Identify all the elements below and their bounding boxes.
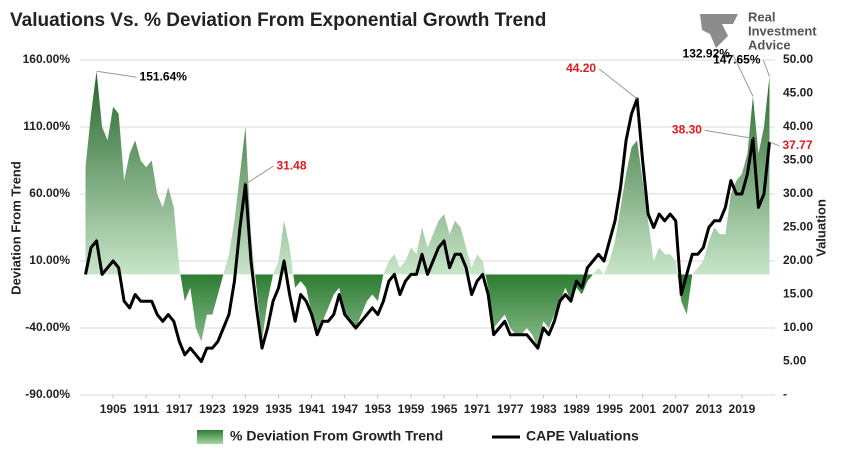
y2-tick-label: 45.00 bbox=[783, 86, 813, 100]
y2-tick-label: 20.00 bbox=[783, 253, 813, 267]
legend-label: CAPE Valuations bbox=[526, 428, 639, 444]
annotation-leader bbox=[245, 165, 274, 185]
y-tick-label: 60.00% bbox=[29, 186, 70, 200]
y-axis-label: Deviation From Trend bbox=[8, 161, 23, 295]
annotation-label: 37.77 bbox=[782, 138, 812, 152]
x-tick-label: 1911 bbox=[133, 402, 159, 416]
y2-tick-label: 50.00 bbox=[783, 52, 813, 66]
x-tick-label: 1947 bbox=[331, 402, 358, 416]
x-tick-label: 1959 bbox=[398, 402, 425, 416]
y2-tick-label: 5.00 bbox=[783, 354, 807, 368]
y2-tick-label: 15.00 bbox=[783, 287, 813, 301]
y2-axis-label: Valuation bbox=[813, 199, 828, 257]
x-tick-label: 1977 bbox=[497, 402, 524, 416]
y2-tick-label: - bbox=[783, 387, 787, 401]
logo: Real Investment Advice bbox=[700, 9, 817, 52]
annotation-label: 44.20 bbox=[566, 61, 596, 75]
x-tick-label: 1995 bbox=[596, 402, 623, 416]
logo-icon bbox=[700, 14, 738, 48]
x-tick-label: 1929 bbox=[232, 402, 259, 416]
legend-swatch bbox=[197, 430, 223, 444]
x-tick-label: 1965 bbox=[431, 402, 458, 416]
annotation-leader bbox=[769, 141, 780, 147]
annotation-label: 147.65% bbox=[713, 53, 761, 67]
chart-title: Valuations Vs. % Deviation From Exponent… bbox=[10, 10, 546, 31]
deviation-area bbox=[85, 71, 770, 349]
annotation-label: 31.48 bbox=[276, 158, 306, 172]
logo-text: Real bbox=[748, 9, 775, 24]
y-tick-label: -40.00% bbox=[25, 320, 70, 334]
x-tick-label: 1971 bbox=[464, 402, 491, 416]
y2-tick-label: 10.00 bbox=[783, 320, 813, 334]
annotation-label: 38.30 bbox=[672, 123, 702, 137]
annotation-leader bbox=[732, 54, 754, 97]
x-tick-label: 2019 bbox=[729, 402, 756, 416]
x-tick-label: 1989 bbox=[563, 402, 590, 416]
annotation-leader bbox=[763, 60, 770, 77]
legend-label: % Deviation From Growth Trend bbox=[230, 428, 443, 444]
x-tick-label: 2001 bbox=[629, 402, 656, 416]
x-tick-label: 2013 bbox=[695, 402, 722, 416]
x-tick-label: 2007 bbox=[662, 402, 689, 416]
logo-text: Advice bbox=[748, 37, 791, 52]
cape-line bbox=[84, 97, 771, 363]
grid bbox=[80, 59, 775, 396]
annotation-label: 151.64% bbox=[140, 69, 188, 83]
annotation-leader bbox=[96, 70, 137, 78]
x-tick-label: 1953 bbox=[365, 402, 392, 416]
x-tick-label: 1935 bbox=[265, 402, 292, 416]
y2-tick-label: 35.00 bbox=[783, 153, 813, 167]
x-tick-label: 1905 bbox=[100, 402, 127, 416]
x-tick-label: 1923 bbox=[199, 402, 226, 416]
y2-tick-label: 25.00 bbox=[783, 220, 813, 234]
logo-text: Investment bbox=[748, 23, 817, 38]
annotation-leader bbox=[598, 68, 638, 100]
y-tick-label: 160.00% bbox=[23, 52, 71, 66]
annotation-leader bbox=[704, 129, 754, 139]
y-tick-label: 10.00% bbox=[29, 253, 70, 267]
y-tick-label: -90.00% bbox=[25, 387, 70, 401]
y-tick-label: 110.00% bbox=[23, 119, 70, 133]
y2-tick-label: 30.00 bbox=[783, 186, 813, 200]
x-tick-label: 1983 bbox=[530, 402, 557, 416]
y2-tick-label: 40.00 bbox=[783, 119, 813, 133]
annotation-label: 132.92% bbox=[683, 46, 731, 60]
x-tick-label: 1917 bbox=[166, 402, 193, 416]
x-tick-label: 1941 bbox=[298, 402, 325, 416]
